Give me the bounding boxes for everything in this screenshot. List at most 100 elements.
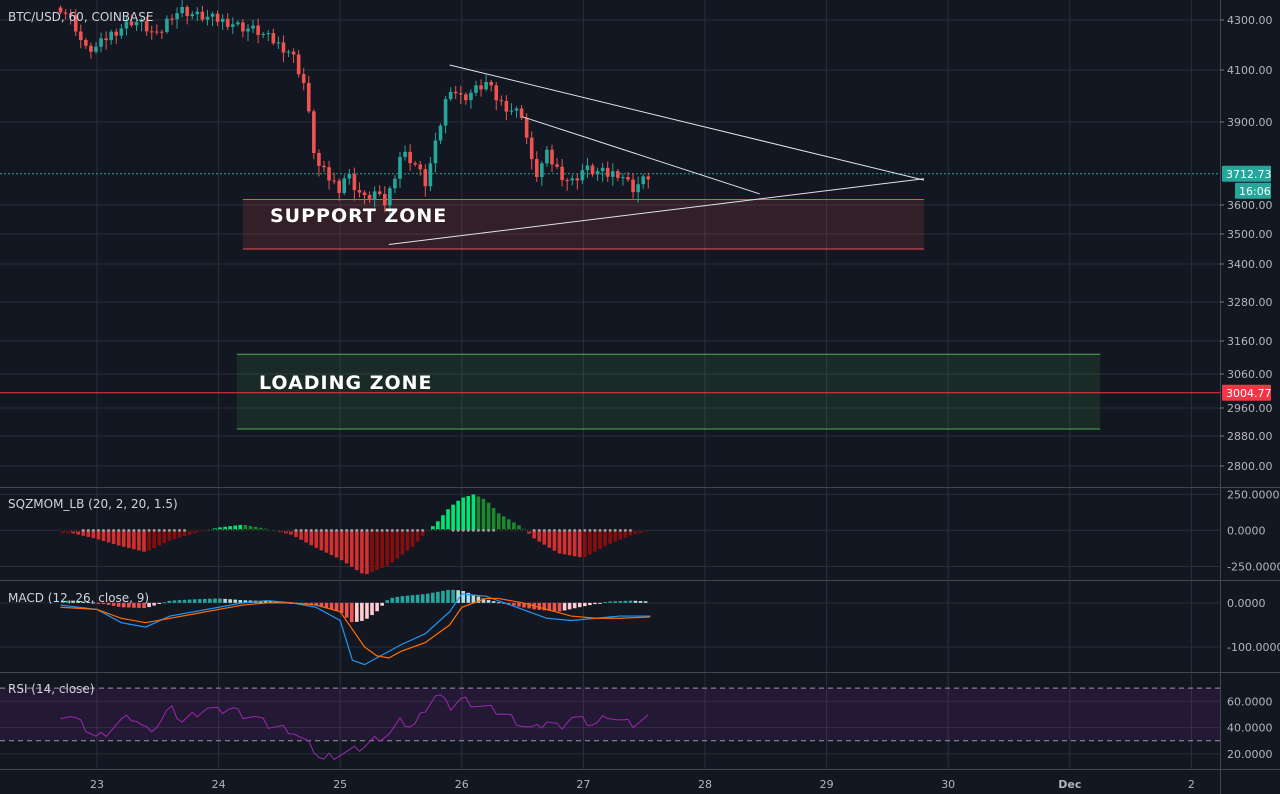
zone-fill — [236, 354, 1101, 429]
squeeze-dot — [395, 528, 399, 532]
squeeze-dot — [86, 528, 90, 532]
candle-body — [225, 18, 230, 27]
candle-body — [352, 174, 357, 191]
squeeze-dot — [613, 528, 617, 532]
candle-body — [382, 193, 387, 206]
candle-body — [134, 21, 139, 26]
macd-histogram-bar — [501, 602, 506, 604]
squeeze-bar — [91, 530, 96, 539]
macd-histogram-bar — [349, 602, 354, 623]
candle-body — [377, 191, 382, 194]
squeeze-dot — [117, 528, 121, 532]
macd-histogram-bar — [106, 602, 111, 605]
macd-histogram-bar — [425, 593, 430, 603]
loading-zone[interactable] — [236, 353, 1101, 430]
squeeze-bar — [633, 530, 638, 535]
loading-zone-label: LOADING ZONE — [259, 372, 433, 394]
squeeze-dot — [142, 528, 146, 532]
macd-histogram-bar — [96, 602, 101, 604]
macd-histogram-bar — [127, 602, 131, 608]
squeeze-bar — [537, 530, 542, 542]
squeeze-dot — [370, 528, 374, 532]
rsi-panel[interactable]: RSI (14, close) — [0, 675, 1220, 767]
indicator-tick-label: -100.0000 — [1227, 641, 1280, 654]
macd-histogram-bar — [562, 602, 567, 611]
macd-histogram-bar — [633, 600, 638, 603]
candle-body — [58, 7, 63, 13]
squeeze-bar — [542, 530, 547, 545]
squeeze-dot — [132, 528, 136, 532]
squeeze-dot — [517, 528, 521, 532]
price-tick-label: 3500.00 — [1227, 228, 1273, 241]
candle-body — [200, 11, 205, 20]
squeeze-bar — [532, 530, 536, 539]
macd-histogram-bar — [598, 602, 602, 604]
candle-body — [139, 21, 144, 22]
rsi-grid — [0, 675, 1220, 767]
time-tick-label: Dec — [1058, 778, 1081, 791]
squeeze-bar — [106, 530, 111, 543]
squeeze-bar — [395, 530, 400, 559]
squeeze-dot — [345, 528, 349, 532]
macd-histogram-bar — [243, 600, 248, 603]
trendlines[interactable] — [388, 64, 924, 245]
squeeze-dot — [553, 528, 556, 532]
candle-body — [484, 81, 488, 90]
rsi-band-fill — [0, 688, 1220, 741]
macd-histogram-bar — [461, 591, 466, 603]
time-tick-label: 24 — [212, 778, 226, 791]
squeeze-bar — [319, 530, 324, 551]
time-tick-label: 25 — [333, 778, 347, 791]
squeeze-dot — [97, 528, 100, 532]
squeeze-bar — [618, 530, 623, 540]
squeeze-bar — [223, 526, 227, 531]
candle-body — [448, 91, 453, 100]
candle-body — [241, 22, 245, 32]
squeeze-bar — [344, 530, 349, 564]
macd-histogram-bar — [436, 591, 440, 603]
squeeze-dot — [188, 528, 192, 532]
time-axis[interactable]: 23 24 25 26 27 28 29 30 Dec 2 — [90, 778, 1195, 791]
squeeze-bar — [552, 530, 557, 551]
squeeze-dot — [578, 528, 582, 532]
candle-body — [296, 54, 301, 75]
macd-panel[interactable]: MACD (12, 26, close, 9) — [0, 583, 1220, 669]
macd-histogram-bar — [344, 602, 349, 618]
price-axis[interactable]: 4300.00 4100.00 3900.00 3600.00 3500.00 3400.… — [1220, 14, 1280, 761]
candle-body — [626, 177, 630, 180]
squeeze-dot — [441, 528, 445, 532]
squeeze-dot — [61, 528, 65, 532]
squeeze-bar — [613, 530, 618, 542]
support-zone[interactable] — [242, 198, 924, 250]
squeeze-bar — [132, 530, 136, 550]
squeeze-bar — [476, 496, 481, 531]
squeeze-dot — [66, 528, 70, 532]
squeeze-bar — [471, 494, 476, 531]
indicator-tick-label: 60.0000 — [1227, 695, 1273, 708]
squeeze-momentum-panel[interactable]: SQZMOM_LB (20, 2, 20, 1.5) — [0, 490, 1220, 578]
squeeze-dot — [466, 528, 470, 532]
price-tick-label: 3400.00 — [1227, 258, 1273, 271]
candle-body — [89, 45, 93, 52]
candle-body — [291, 51, 296, 55]
candle-body — [443, 99, 448, 126]
squeeze-dot — [102, 528, 105, 532]
squeeze-bar — [588, 530, 592, 555]
price-tick-label: 2960.00 — [1227, 402, 1273, 415]
squeeze-dot — [451, 528, 455, 532]
squeeze-bar — [218, 527, 222, 531]
candle-body — [327, 167, 331, 181]
squeeze-dot — [411, 528, 414, 532]
squeeze-bar — [441, 515, 445, 531]
squeeze-dot — [269, 528, 273, 532]
squeeze-dot — [482, 528, 485, 532]
price-tick-label: 3900.00 — [1227, 116, 1273, 129]
macd-histogram-bar — [623, 600, 628, 603]
candle-body — [453, 91, 458, 94]
macd-title: MACD (12, 26, close, 9) — [8, 591, 149, 605]
squeeze-dot — [335, 528, 338, 532]
squeeze-histogram — [61, 494, 648, 575]
candle-body — [631, 179, 635, 193]
squeeze-bar — [496, 513, 501, 531]
